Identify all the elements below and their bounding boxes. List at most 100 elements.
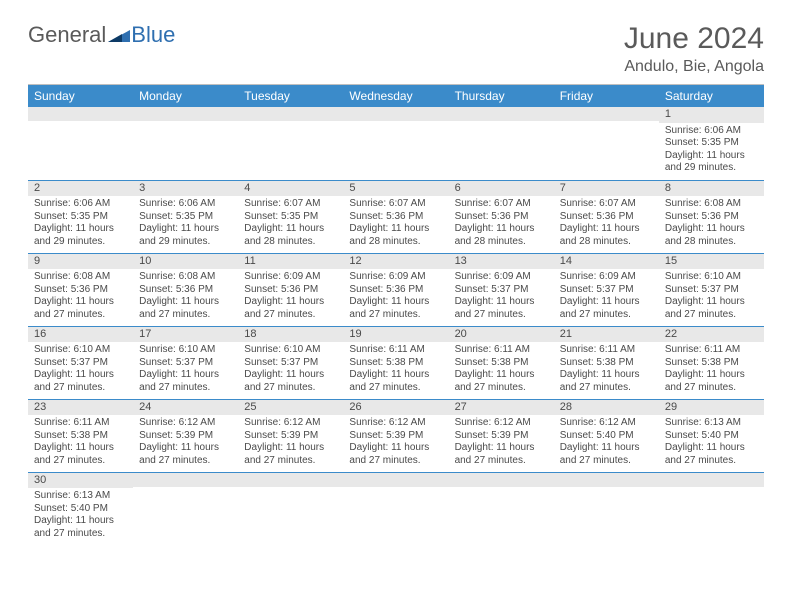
daylight-line: Daylight: 11 hours and 27 minutes. <box>244 442 337 467</box>
sunrise-line: Sunrise: 6:11 AM <box>349 344 442 357</box>
weekday-header: Friday <box>554 85 659 107</box>
weekday-header: Tuesday <box>238 85 343 107</box>
calendar-cell: 25Sunrise: 6:12 AMSunset: 5:39 PMDayligh… <box>238 399 343 472</box>
calendar-cell: 2Sunrise: 6:06 AMSunset: 5:35 PMDaylight… <box>28 180 133 253</box>
sunrise-line: Sunrise: 6:08 AM <box>139 271 232 284</box>
sunrise-line: Sunrise: 6:11 AM <box>560 344 653 357</box>
day-number <box>238 473 343 487</box>
sunset-line: Sunset: 5:35 PM <box>34 211 127 224</box>
daylight-line: Daylight: 11 hours and 27 minutes. <box>139 296 232 321</box>
calendar-cell: 1 Sunrise: 6:06 AMSunset: 5:35 PMDaylight… <box>659 107 764 180</box>
day-number <box>449 107 554 121</box>
sunset-line: Sunset: 5:37 PM <box>560 284 653 297</box>
day-number <box>133 107 238 121</box>
sunset-line: Sunset: 5:36 PM <box>455 211 548 224</box>
sunrise-line: Sunrise: 6:10 AM <box>34 344 127 357</box>
day-number: 5 <box>343 181 448 197</box>
daylight-line: Daylight: 11 hours and 27 minutes. <box>34 369 127 394</box>
sunrise-line: Sunrise: 6:09 AM <box>455 271 548 284</box>
calendar-table: Sunday Monday Tuesday Wednesday Thursday… <box>28 85 764 545</box>
calendar-week-row: 9Sunrise: 6:08 AMSunset: 5:36 PMDaylight… <box>28 253 764 326</box>
sunrise-line: Sunrise: 6:10 AM <box>244 344 337 357</box>
calendar-cell: 3Sunrise: 6:06 AMSunset: 5:35 PMDaylight… <box>133 180 238 253</box>
sunrise-line: Sunrise: 6:12 AM <box>349 417 442 430</box>
calendar-cell <box>554 107 659 180</box>
day-number <box>343 473 448 487</box>
sunrise-line: Sunrise: 6:06 AM <box>665 125 758 138</box>
calendar-cell: 18Sunrise: 6:10 AMSunset: 5:37 PMDayligh… <box>238 326 343 399</box>
day-number <box>659 473 764 487</box>
day-number: 12 <box>343 254 448 270</box>
calendar-cell: 13Sunrise: 6:09 AMSunset: 5:37 PMDayligh… <box>449 253 554 326</box>
weekday-header: Sunday <box>28 85 133 107</box>
day-number: 27 <box>449 400 554 416</box>
sunset-line: Sunset: 5:40 PM <box>34 503 127 516</box>
calendar-cell: 16Sunrise: 6:10 AMSunset: 5:37 PMDayligh… <box>28 326 133 399</box>
day-number: 19 <box>343 327 448 343</box>
daylight-line: Daylight: 11 hours and 28 minutes. <box>560 223 653 248</box>
sunrise-line: Sunrise: 6:08 AM <box>34 271 127 284</box>
sunset-line: Sunset: 5:35 PM <box>139 211 232 224</box>
sunrise-line: Sunrise: 6:07 AM <box>349 198 442 211</box>
day-number: 29 <box>659 400 764 416</box>
daylight-line: Daylight: 11 hours and 27 minutes. <box>244 369 337 394</box>
day-number: 30 <box>28 473 133 489</box>
calendar-cell <box>343 107 448 180</box>
daylight-line: Daylight: 11 hours and 29 minutes. <box>139 223 232 248</box>
sunset-line: Sunset: 5:35 PM <box>665 137 758 150</box>
day-number: 9 <box>28 254 133 270</box>
day-number <box>343 107 448 121</box>
daylight-line: Daylight: 11 hours and 27 minutes. <box>139 369 232 394</box>
sunset-line: Sunset: 5:36 PM <box>244 284 337 297</box>
header: General Blue June 2024 Andulo, Bie, Ango… <box>28 22 764 76</box>
daylight-line: Daylight: 11 hours and 29 minutes. <box>665 150 758 175</box>
sunset-line: Sunset: 5:36 PM <box>665 211 758 224</box>
sunrise-line: Sunrise: 6:12 AM <box>560 417 653 430</box>
sunset-line: Sunset: 5:38 PM <box>665 357 758 370</box>
day-number: 25 <box>238 400 343 416</box>
day-number <box>449 473 554 487</box>
daylight-line: Daylight: 11 hours and 27 minutes. <box>244 296 337 321</box>
calendar-cell: 26Sunrise: 6:12 AMSunset: 5:39 PMDayligh… <box>343 399 448 472</box>
daylight-line: Daylight: 11 hours and 29 minutes. <box>34 223 127 248</box>
sunset-line: Sunset: 5:37 PM <box>244 357 337 370</box>
sunset-line: Sunset: 5:39 PM <box>349 430 442 443</box>
day-number: 21 <box>554 327 659 343</box>
calendar-cell <box>28 107 133 180</box>
calendar-cell <box>449 107 554 180</box>
weekday-header: Wednesday <box>343 85 448 107</box>
day-number: 24 <box>133 400 238 416</box>
weekday-header: Saturday <box>659 85 764 107</box>
sunrise-line: Sunrise: 6:11 AM <box>455 344 548 357</box>
calendar-cell: 7Sunrise: 6:07 AMSunset: 5:36 PMDaylight… <box>554 180 659 253</box>
title-block: June 2024 Andulo, Bie, Angola <box>624 22 764 76</box>
sunset-line: Sunset: 5:36 PM <box>34 284 127 297</box>
calendar-cell: 14Sunrise: 6:09 AMSunset: 5:37 PMDayligh… <box>554 253 659 326</box>
calendar-week-row: 2Sunrise: 6:06 AMSunset: 5:35 PMDaylight… <box>28 180 764 253</box>
day-number: 15 <box>659 254 764 270</box>
sunset-line: Sunset: 5:36 PM <box>139 284 232 297</box>
calendar-cell: 23Sunrise: 6:11 AMSunset: 5:38 PMDayligh… <box>28 399 133 472</box>
calendar-cell <box>343 472 448 545</box>
weekday-header-row: Sunday Monday Tuesday Wednesday Thursday… <box>28 85 764 107</box>
day-number: 22 <box>659 327 764 343</box>
sunset-line: Sunset: 5:38 PM <box>560 357 653 370</box>
sunrise-line: Sunrise: 6:12 AM <box>455 417 548 430</box>
location: Andulo, Bie, Angola <box>624 58 764 76</box>
calendar-week-row: 1 Sunrise: 6:06 AMSunset: 5:35 PMDaylight… <box>28 107 764 180</box>
day-number: 2 <box>28 181 133 197</box>
brand-general: General <box>28 22 106 48</box>
sunset-line: Sunset: 5:38 PM <box>349 357 442 370</box>
sunrise-line: Sunrise: 6:13 AM <box>665 417 758 430</box>
day-number: 7 <box>554 181 659 197</box>
sunrise-line: Sunrise: 6:13 AM <box>34 490 127 503</box>
sunset-line: Sunset: 5:39 PM <box>455 430 548 443</box>
day-number: 1 <box>659 107 764 123</box>
day-number: 26 <box>343 400 448 416</box>
day-number: 13 <box>449 254 554 270</box>
sunrise-line: Sunrise: 6:07 AM <box>455 198 548 211</box>
sunset-line: Sunset: 5:38 PM <box>455 357 548 370</box>
day-number: 10 <box>133 254 238 270</box>
sunrise-line: Sunrise: 6:06 AM <box>34 198 127 211</box>
sunrise-line: Sunrise: 6:10 AM <box>139 344 232 357</box>
